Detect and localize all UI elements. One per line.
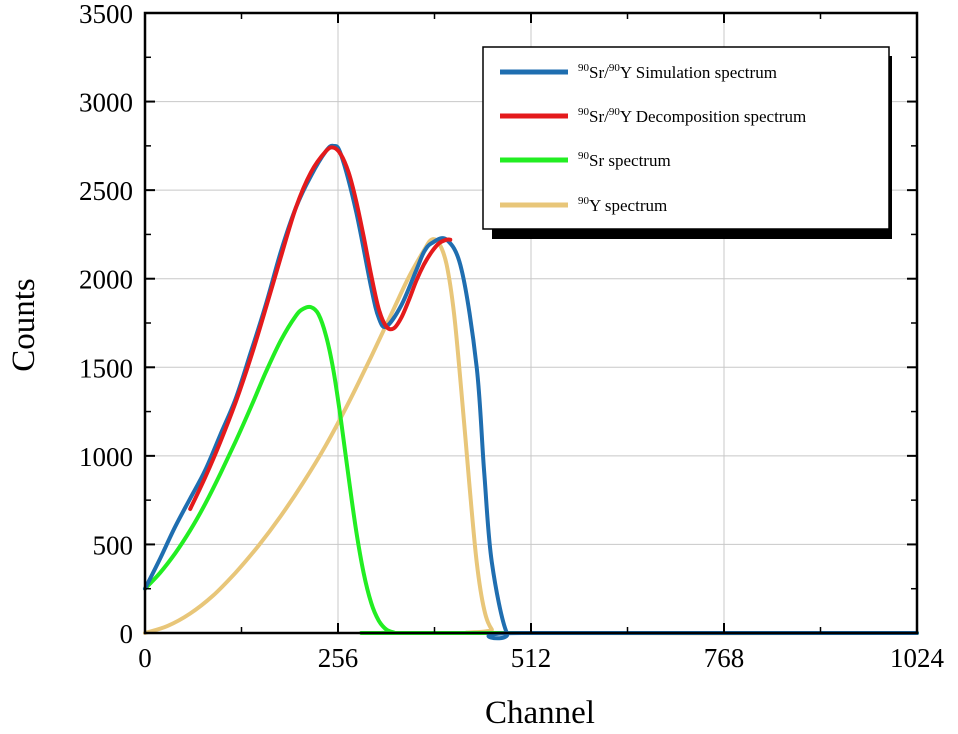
series-layer — [143, 143, 919, 641]
legend-label-text: Sr/ — [589, 107, 609, 126]
legend-label-superscript: 90 — [609, 62, 621, 74]
series-line-2 — [143, 304, 919, 636]
legend-label-superscript: 90 — [578, 62, 590, 74]
legend-label-superscript: 90 — [578, 106, 590, 118]
legend-label: 90Sr/90Y Decomposition spectrum — [578, 106, 806, 126]
legend-label-text: Y Simulation spectrum — [620, 63, 777, 82]
x-tick-label: 0 — [138, 643, 152, 673]
y-tick-label: 3500 — [79, 0, 133, 29]
y-tick-label: 3000 — [79, 88, 133, 118]
legend-label-text: Sr/ — [589, 63, 609, 82]
y-tick-label: 2000 — [79, 265, 133, 295]
y-tick-label: 1500 — [79, 353, 133, 383]
series-line-0 — [143, 143, 919, 641]
legend-label-text: Y spectrum — [589, 196, 667, 215]
tick-layer: 0 500 1000 1500 2000 2500 3000 3500 0 256 512 768 10… — [79, 0, 945, 673]
legend-label-superscript: 90 — [578, 195, 590, 207]
legend-label: 90Sr/90Y Simulation spectrum — [578, 62, 777, 82]
y-tick-label: 0 — [120, 619, 134, 649]
y-tick-label: 500 — [93, 530, 134, 560]
x-tick-label: 512 — [511, 643, 552, 673]
legend-label: 90Y spectrum — [578, 195, 667, 215]
x-tick-label: 1024 — [890, 643, 945, 673]
y-tick-label: 1000 — [79, 442, 133, 472]
legend-box — [482, 46, 890, 230]
legend-label-text: Sr spectrum — [589, 151, 671, 170]
legend-label-superscript: 90 — [609, 106, 621, 118]
legend-label: 90Sr spectrum — [578, 150, 671, 170]
y-axis-label: Counts — [6, 278, 42, 372]
y-tick-label: 2500 — [79, 176, 133, 206]
x-tick-label: 768 — [704, 643, 745, 673]
legend-label-text: Y Decomposition spectrum — [620, 107, 806, 126]
legend-label-superscript: 90 — [578, 150, 590, 162]
x-axis-label: Channel — [485, 695, 595, 731]
series-line-1 — [188, 145, 453, 511]
x-tick-label: 256 — [318, 643, 359, 673]
